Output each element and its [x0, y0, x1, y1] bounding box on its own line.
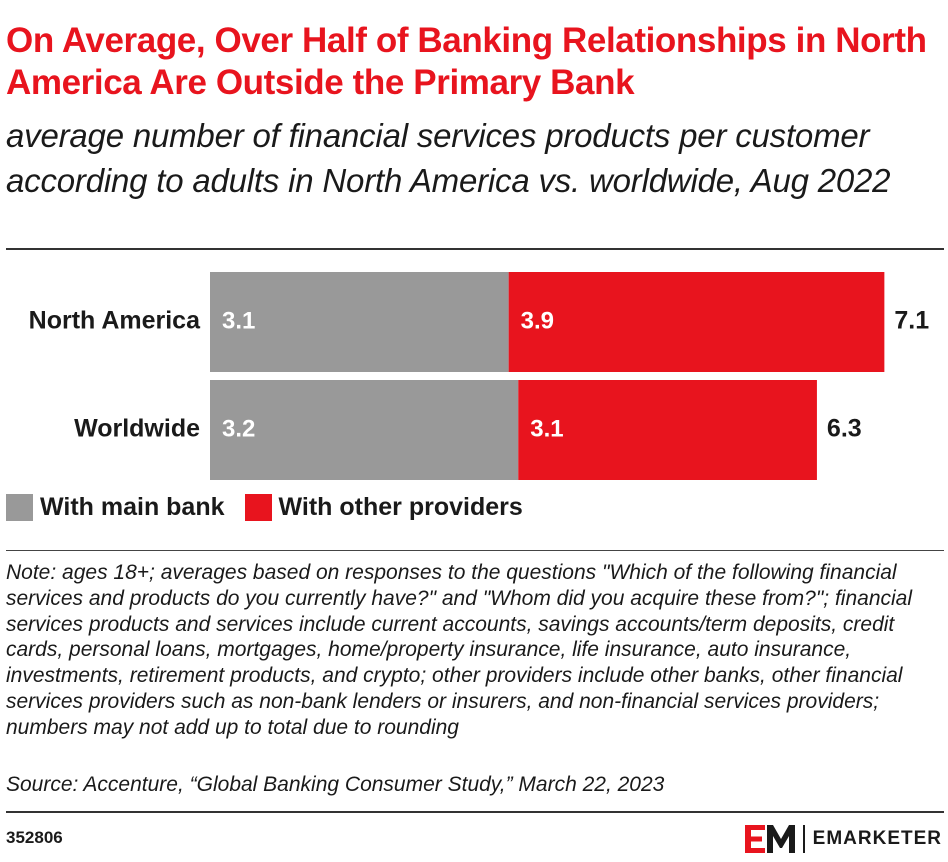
chart-note: Note: ages 18+; averages based on respon… [6, 561, 913, 739]
legend-item-other-providers: With other providers [244, 492, 523, 522]
bar-north-america-series-1 [508, 272, 885, 372]
category-label-worldwide: Worldwide [74, 415, 200, 443]
total-label-north-america: 7.1 [894, 307, 929, 335]
brand: EMARKETER [744, 822, 942, 856]
top-divider [6, 248, 944, 250]
legend-swatch-main-bank [6, 493, 33, 521]
chart-id: 352806 [6, 828, 63, 847]
data-label-worldwide-series-0: 3.2 [222, 415, 255, 442]
legend-item-main-bank: With main bank [6, 493, 225, 522]
legend-swatch-other-providers [244, 493, 272, 521]
footer-divider [6, 811, 944, 813]
legend-label-other-providers: With other providers [278, 492, 523, 521]
bar-north-america-series-0 [210, 272, 509, 372]
data-label-north-america-series-0: 3.1 [222, 307, 255, 334]
legend-label-main-bank: With main bank [40, 492, 225, 521]
chart-source: Source: Accenture, “Global Banking Consu… [6, 773, 665, 796]
bar-worldwide-series-0 [210, 380, 519, 480]
bar-worldwide-series-1 [518, 380, 817, 480]
data-label-worldwide-series-1: 3.1 [530, 415, 563, 442]
brand-name: EMARKETER [812, 828, 942, 849]
total-label-worldwide: 6.3 [827, 415, 862, 443]
chart-title: On Average, Over Half of Banking Relatio… [6, 21, 927, 102]
category-label-north-america: North America [29, 307, 201, 335]
brand-separator [802, 825, 805, 853]
stacked-bar-chart: North America 3.1 3.9 7.1 Worldwide 3.2 3.1 6.3 [29, 272, 929, 480]
notes-divider [6, 550, 944, 551]
em-logo-icon [744, 825, 795, 853]
data-label-north-america-series-1: 3.9 [521, 307, 554, 334]
legend: With main bank With other providers [6, 490, 543, 524]
chart-subtitle: average number of financial services pro… [6, 117, 891, 199]
